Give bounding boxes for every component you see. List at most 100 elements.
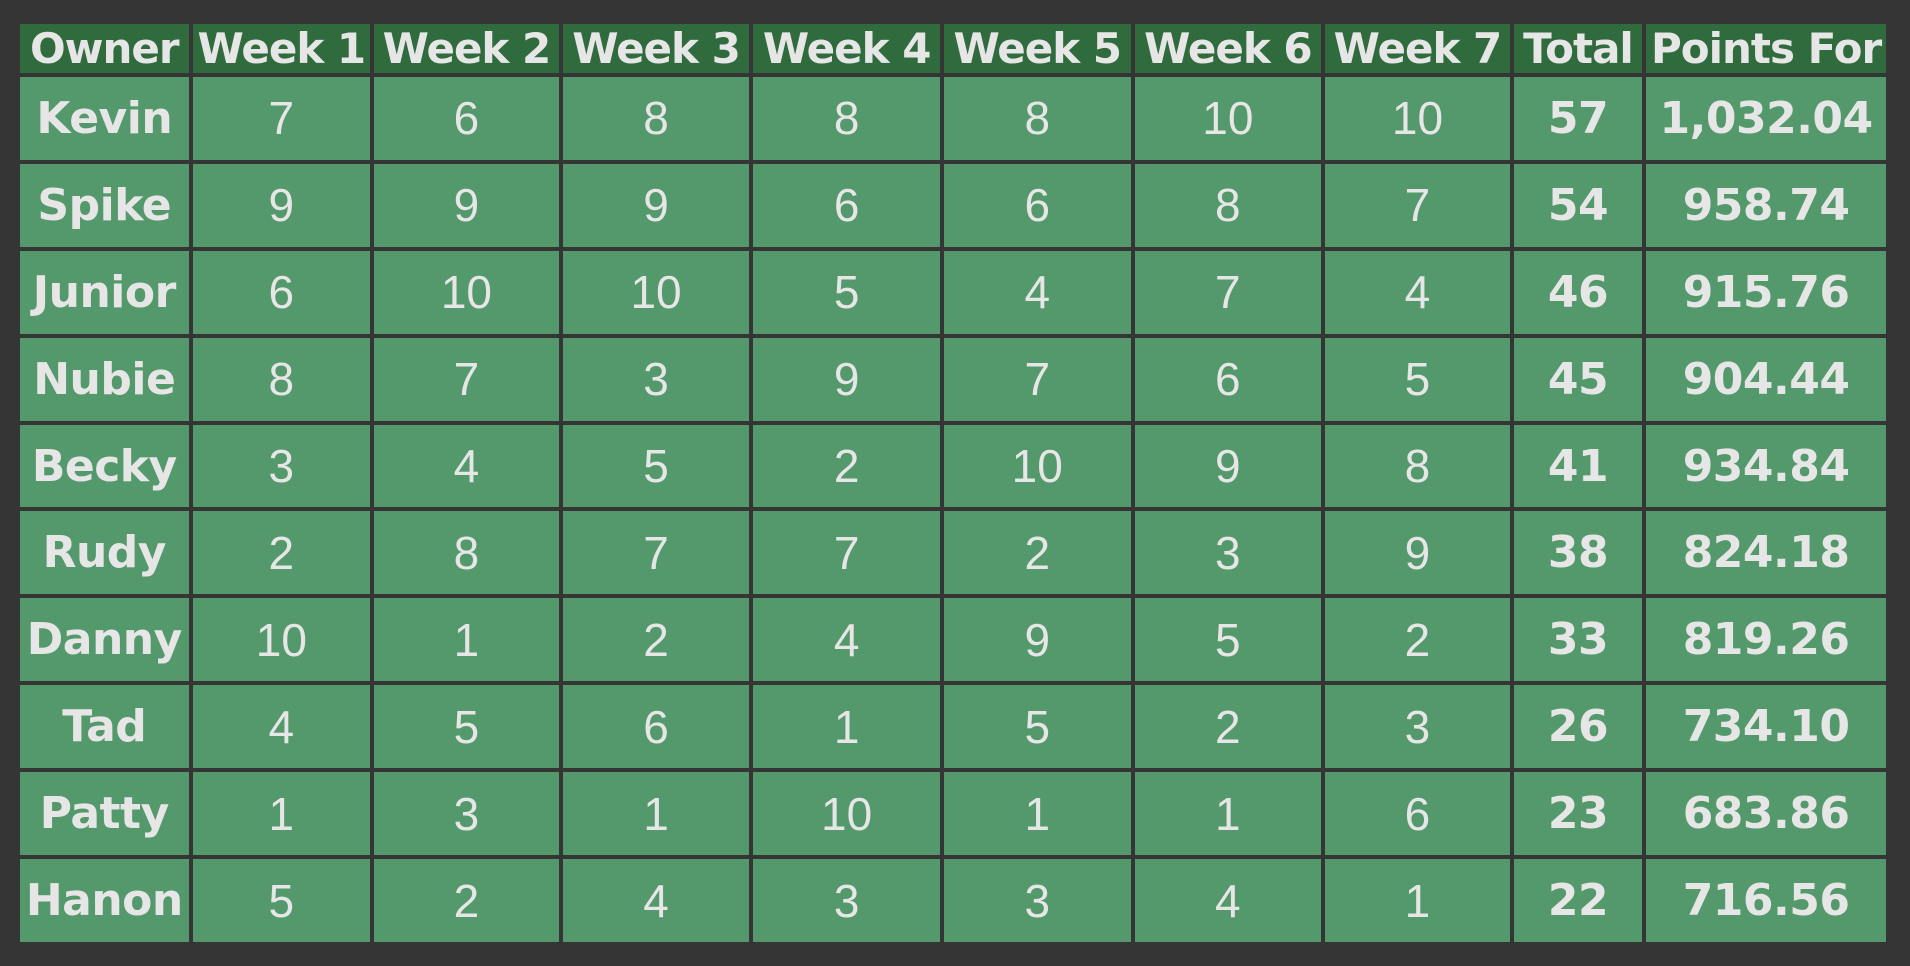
table-row: Nubie 8 7 3 9 7 6 5 45 904.44 bbox=[16, 333, 1890, 425]
column-header-week-3: Week 3 bbox=[558, 20, 754, 77]
cell-week-2: 9 bbox=[370, 159, 563, 251]
column-header-week-4: Week 4 bbox=[749, 20, 944, 77]
cell-week-6: 4 bbox=[1130, 855, 1326, 946]
cell-owner: Junior bbox=[16, 246, 193, 338]
cell-owner: Tad bbox=[16, 681, 193, 773]
cell-week-1: 9 bbox=[188, 159, 375, 251]
table-row: Kevin 7 6 8 8 8 10 10 57 1,032.04 bbox=[16, 73, 1890, 164]
cell-week-2: 5 bbox=[370, 681, 563, 773]
cell-week-5: 3 bbox=[939, 855, 1135, 946]
cell-total: 23 bbox=[1509, 768, 1647, 860]
cell-points-for: 734.10 bbox=[1642, 681, 1890, 773]
cell-week-7: 9 bbox=[1321, 507, 1514, 599]
cell-total: 22 bbox=[1509, 855, 1647, 946]
cell-owner: Rudy bbox=[16, 507, 193, 599]
column-header-points-for: Points For bbox=[1642, 20, 1890, 77]
cell-points-for: 819.26 bbox=[1642, 594, 1890, 686]
cell-total: 41 bbox=[1509, 420, 1647, 512]
cell-week-7: 10 bbox=[1321, 73, 1514, 164]
cell-week-1: 2 bbox=[188, 507, 375, 599]
cell-week-4: 4 bbox=[749, 594, 944, 686]
table-row: Tad 4 5 6 1 5 2 3 26 734.10 bbox=[16, 681, 1890, 773]
cell-week-3: 9 bbox=[558, 159, 754, 251]
cell-week-5: 4 bbox=[939, 246, 1135, 338]
cell-week-1: 6 bbox=[188, 246, 375, 338]
cell-week-3: 5 bbox=[558, 420, 754, 512]
cell-owner: Becky bbox=[16, 420, 193, 512]
cell-week-5: 6 bbox=[939, 159, 1135, 251]
cell-week-5: 9 bbox=[939, 594, 1135, 686]
cell-week-3: 3 bbox=[558, 333, 754, 425]
cell-week-7: 8 bbox=[1321, 420, 1514, 512]
cell-week-2: 1 bbox=[370, 594, 563, 686]
cell-week-3: 10 bbox=[558, 246, 754, 338]
cell-week-4: 10 bbox=[749, 768, 944, 860]
cell-week-7: 2 bbox=[1321, 594, 1514, 686]
cell-week-4: 7 bbox=[749, 507, 944, 599]
cell-points-for: 958.74 bbox=[1642, 159, 1890, 251]
cell-points-for: 915.76 bbox=[1642, 246, 1890, 338]
cell-week-2: 2 bbox=[370, 855, 563, 946]
cell-week-4: 3 bbox=[749, 855, 944, 946]
cell-owner: Patty bbox=[16, 768, 193, 860]
cell-week-4: 5 bbox=[749, 246, 944, 338]
cell-week-7: 3 bbox=[1321, 681, 1514, 773]
cell-week-4: 1 bbox=[749, 681, 944, 773]
cell-week-6: 6 bbox=[1130, 333, 1326, 425]
cell-total: 26 bbox=[1509, 681, 1647, 773]
standings-table: Owner Week 1 Week 2 Week 3 Week 4 Week 5… bbox=[16, 20, 1890, 946]
column-header-week-2: Week 2 bbox=[370, 20, 563, 77]
cell-week-3: 1 bbox=[558, 768, 754, 860]
table-body: Kevin 7 6 8 8 8 10 10 57 1,032.04 Spike 9 9 9 6 6 8 7 54 95… bbox=[16, 73, 1890, 946]
cell-week-3: 6 bbox=[558, 681, 754, 773]
cell-week-6: 8 bbox=[1130, 159, 1326, 251]
cell-points-for: 904.44 bbox=[1642, 333, 1890, 425]
cell-week-5: 5 bbox=[939, 681, 1135, 773]
cell-week-6: 1 bbox=[1130, 768, 1326, 860]
cell-week-3: 8 bbox=[558, 73, 754, 164]
cell-week-5: 1 bbox=[939, 768, 1135, 860]
column-header-week-1: Week 1 bbox=[188, 20, 375, 77]
cell-week-6: 2 bbox=[1130, 681, 1326, 773]
column-header-week-5: Week 5 bbox=[939, 20, 1135, 77]
cell-week-4: 9 bbox=[749, 333, 944, 425]
standings-table-container: Owner Week 1 Week 2 Week 3 Week 4 Week 5… bbox=[16, 20, 1890, 946]
cell-points-for: 683.86 bbox=[1642, 768, 1890, 860]
cell-owner: Hanon bbox=[16, 855, 193, 946]
header-row: Owner Week 1 Week 2 Week 3 Week 4 Week 5… bbox=[16, 20, 1890, 77]
cell-week-3: 2 bbox=[558, 594, 754, 686]
cell-week-6: 3 bbox=[1130, 507, 1326, 599]
cell-points-for: 824.18 bbox=[1642, 507, 1890, 599]
column-header-week-7: Week 7 bbox=[1321, 20, 1514, 77]
cell-week-1: 8 bbox=[188, 333, 375, 425]
cell-week-7: 7 bbox=[1321, 159, 1514, 251]
cell-total: 57 bbox=[1509, 73, 1647, 164]
cell-total: 38 bbox=[1509, 507, 1647, 599]
table-row: Patty 1 3 1 10 1 1 6 23 683.86 bbox=[16, 768, 1890, 860]
cell-week-6: 10 bbox=[1130, 73, 1326, 164]
cell-week-7: 6 bbox=[1321, 768, 1514, 860]
table-row: Becky 3 4 5 2 10 9 8 41 934.84 bbox=[16, 420, 1890, 512]
cell-week-2: 4 bbox=[370, 420, 563, 512]
cell-week-1: 4 bbox=[188, 681, 375, 773]
cell-points-for: 1,032.04 bbox=[1642, 73, 1890, 164]
cell-week-2: 3 bbox=[370, 768, 563, 860]
cell-total: 46 bbox=[1509, 246, 1647, 338]
cell-owner: Spike bbox=[16, 159, 193, 251]
table-row: Junior 6 10 10 5 4 7 4 46 915.76 bbox=[16, 246, 1890, 338]
cell-points-for: 934.84 bbox=[1642, 420, 1890, 512]
cell-week-6: 5 bbox=[1130, 594, 1326, 686]
table-row: Rudy 2 8 7 7 2 3 9 38 824.18 bbox=[16, 507, 1890, 599]
column-header-owner: Owner bbox=[16, 20, 193, 77]
cell-week-2: 8 bbox=[370, 507, 563, 599]
cell-week-1: 1 bbox=[188, 768, 375, 860]
cell-week-4: 6 bbox=[749, 159, 944, 251]
cell-week-3: 7 bbox=[558, 507, 754, 599]
table-row: Hanon 5 2 4 3 3 4 1 22 716.56 bbox=[16, 855, 1890, 946]
cell-total: 54 bbox=[1509, 159, 1647, 251]
cell-week-7: 4 bbox=[1321, 246, 1514, 338]
cell-week-1: 7 bbox=[188, 73, 375, 164]
cell-week-1: 3 bbox=[188, 420, 375, 512]
cell-owner: Danny bbox=[16, 594, 193, 686]
column-header-week-6: Week 6 bbox=[1130, 20, 1326, 77]
